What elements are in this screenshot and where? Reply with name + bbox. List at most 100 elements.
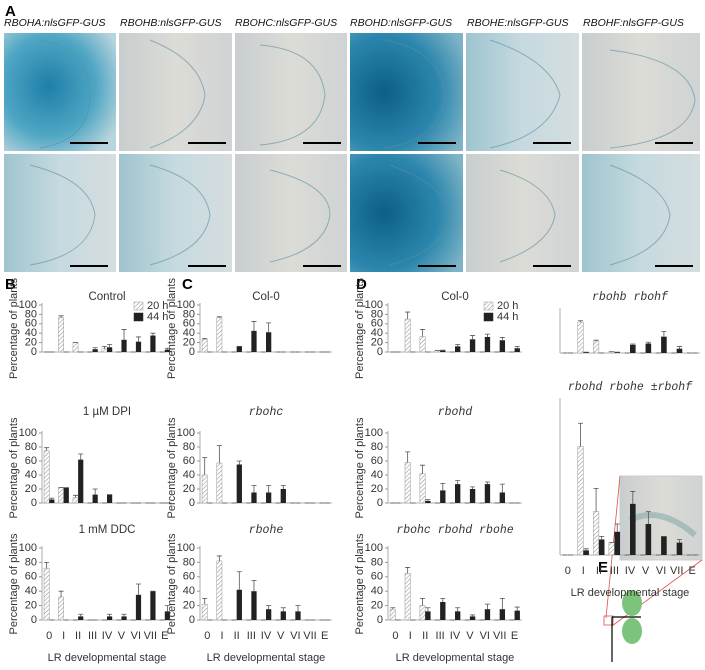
bar — [614, 352, 621, 353]
chart-title: rbohe — [249, 524, 284, 537]
x-tick-label: E — [161, 630, 168, 642]
y-tick-label: 100 — [177, 299, 195, 311]
image-label: RBOHF:nlsGFP-GUS — [583, 17, 684, 29]
x-axis-label: LR developmental stage — [207, 652, 326, 664]
y-tick-label: 0 — [31, 614, 37, 626]
error-bar — [484, 603, 490, 610]
bar — [92, 494, 98, 503]
legend-label: 20 h — [497, 300, 518, 312]
y-axis-label: Percentage of plants — [354, 417, 366, 518]
error-bar — [578, 320, 584, 323]
bar — [676, 542, 683, 555]
x-tick-label: II — [422, 630, 428, 642]
x-tick-label: VII — [493, 630, 506, 642]
y-tick-label: 80 — [25, 308, 37, 320]
y-tick-label: 20 — [25, 600, 37, 612]
bar — [135, 341, 142, 352]
x-tick-label: I — [409, 630, 412, 642]
y-tick-label: 40 — [25, 585, 37, 597]
y-tick-label: 0 — [31, 497, 37, 509]
error-bar — [92, 347, 98, 350]
error-bar — [440, 483, 446, 491]
bar — [455, 484, 461, 503]
error-bar — [676, 346, 682, 349]
bar — [266, 609, 272, 620]
error-bar — [593, 487, 599, 512]
error-bar — [484, 481, 490, 485]
bar — [49, 499, 55, 503]
error-bar — [49, 497, 55, 500]
error-bar — [135, 583, 141, 595]
error-bar — [216, 445, 222, 464]
bar — [425, 500, 431, 503]
image-label: RBOHC:nlsGFP-GUS — [235, 17, 337, 29]
bar — [614, 531, 621, 555]
y-tick-label: 0 — [377, 497, 383, 509]
y-tick-label: 40 — [371, 585, 383, 597]
bar — [107, 616, 113, 620]
y-tick-label: 80 — [183, 556, 195, 568]
bar — [661, 536, 667, 555]
error-bar — [44, 447, 50, 451]
y-tick-label: 0 — [189, 346, 195, 358]
y-tick-label: 100 — [19, 542, 37, 554]
bar — [404, 462, 411, 504]
y-tick-label: 20 — [25, 483, 37, 495]
y-axis-label: Percentage of plants — [8, 417, 20, 518]
bar — [251, 591, 257, 620]
y-tick-label: 60 — [25, 318, 37, 330]
y-tick-label: 100 — [365, 299, 383, 311]
bar — [92, 349, 98, 352]
bar — [280, 611, 286, 620]
bar — [121, 616, 127, 620]
bar — [135, 594, 142, 620]
bar — [484, 609, 491, 620]
y-tick-label: 60 — [371, 571, 383, 583]
bar — [499, 492, 506, 503]
bar — [216, 317, 223, 353]
x-tick-label: VII — [670, 565, 683, 577]
bar — [440, 350, 446, 352]
x-tick-label: VI — [656, 565, 666, 577]
bar — [43, 567, 50, 621]
bar — [514, 610, 520, 620]
y-tick-label: 0 — [31, 346, 37, 358]
panel-label: A — [5, 3, 16, 20]
y-tick-label: 100 — [19, 299, 37, 311]
error-bar — [73, 494, 79, 498]
y-tick-label: 60 — [371, 318, 383, 330]
error-bar — [645, 511, 651, 524]
error-bar — [251, 580, 257, 592]
bar — [63, 487, 69, 503]
x-tick-label: VI — [290, 630, 300, 642]
error-bar — [499, 337, 505, 341]
x-tick-label: V — [277, 630, 285, 642]
y-tick-label: 80 — [371, 308, 383, 320]
bar — [266, 492, 272, 503]
error-bar — [266, 605, 272, 610]
x-tick-label: V — [118, 630, 126, 642]
legend-swatch — [483, 301, 494, 311]
y-axis-label: Percentage of plants — [8, 278, 20, 379]
bar — [164, 611, 170, 620]
error-bar — [455, 607, 461, 612]
y-tick-label: 100 — [365, 427, 383, 439]
error-bar — [164, 605, 170, 612]
error-bar — [280, 485, 286, 489]
panel-labels: A B C D E — [5, 3, 608, 576]
y-tick-label: 20 — [371, 483, 383, 495]
bar — [72, 342, 79, 353]
x-tick-label: III — [247, 630, 256, 642]
x-tick-label: IV — [102, 630, 113, 642]
y-tick-label: 80 — [371, 441, 383, 453]
y-tick-label: 80 — [25, 441, 37, 453]
bar — [216, 560, 223, 621]
bar — [280, 489, 286, 503]
y-tick-label: 60 — [371, 455, 383, 467]
y-tick-label: 100 — [177, 427, 195, 439]
error-bar — [251, 321, 257, 331]
error-bar — [420, 329, 426, 337]
bar — [251, 492, 257, 503]
